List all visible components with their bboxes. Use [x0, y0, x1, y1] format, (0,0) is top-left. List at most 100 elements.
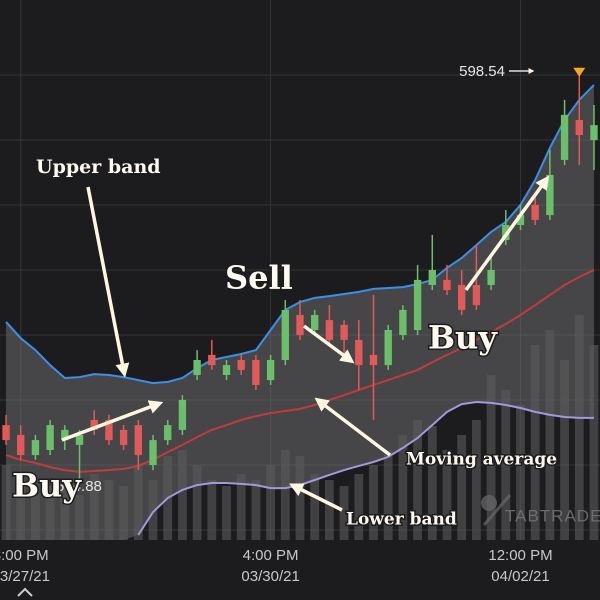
- candle-body: [134, 425, 142, 456]
- candle-body: [340, 324, 348, 340]
- volume-bar: [427, 426, 437, 540]
- candle-body: [2, 425, 10, 441]
- annotation: Upper band: [36, 156, 161, 178]
- candle-body: [119, 429, 128, 445]
- volume-bar: [45, 486, 55, 540]
- volume-bar: [75, 495, 84, 540]
- annotation: Lower band: [346, 510, 457, 530]
- band-line: [137, 400, 594, 536]
- candle-body: [487, 270, 495, 285]
- low-label: 584.88: [56, 478, 102, 495]
- volume-bar: [383, 450, 393, 540]
- volume-bar: [148, 480, 158, 540]
- candle-body: [369, 354, 378, 366]
- logo: [481, 495, 497, 511]
- annotation: Buy: [428, 319, 498, 357]
- x-tick-label: 04/02/21: [491, 568, 549, 585]
- volume-bar: [178, 450, 187, 540]
- candle-body: [281, 309, 289, 360]
- volume-bar: [589, 345, 599, 540]
- volume-bar: [31, 495, 40, 540]
- arrow: [464, 175, 550, 292]
- volume-bar: [119, 486, 129, 540]
- candle-body: [31, 440, 40, 456]
- volume-bar: [104, 480, 114, 540]
- high-marker: [573, 67, 586, 77]
- candle-body: [428, 270, 436, 285]
- volume-bar: [133, 465, 143, 540]
- candle-body: [516, 215, 525, 225]
- candle-body: [90, 420, 98, 430]
- arrow: [86, 186, 130, 378]
- annotation: Sell: [225, 259, 293, 297]
- candle-body: [413, 279, 422, 330]
- candle-body: [325, 320, 334, 340]
- candle-body: [237, 360, 245, 370]
- arrow: [61, 400, 164, 442]
- volume-bar: [89, 474, 99, 540]
- candle-body: [296, 315, 304, 336]
- volume-bar: [1, 465, 11, 540]
- volume-bar: [236, 474, 246, 540]
- candle-body: [46, 425, 54, 450]
- volume-bar: [560, 360, 569, 540]
- volume-bar: [251, 480, 261, 540]
- grid: [0, 74, 600, 531]
- candle-body: [355, 339, 363, 366]
- candle-body: [458, 285, 466, 310]
- volume-bar: [471, 420, 481, 540]
- volume-bar: [324, 480, 334, 540]
- candle-body: [266, 360, 275, 381]
- high-label: 598.54: [459, 63, 505, 80]
- x-tick-label: 4:00 PM: [243, 547, 299, 564]
- volume-bar: [501, 390, 511, 540]
- volume-bar: [310, 474, 320, 540]
- volume-bar: [545, 330, 555, 540]
- volume-bar: [457, 435, 467, 540]
- volume-bar: [413, 420, 422, 540]
- volume-bar: [574, 315, 584, 540]
- volume-bar: [295, 456, 305, 540]
- candle-body: [531, 204, 539, 220]
- x-tick-label: 03/30/21: [241, 568, 299, 585]
- candle-body: [222, 365, 231, 375]
- candle-body: [472, 285, 481, 306]
- x-tick-label: 03/27/21: [0, 568, 50, 585]
- volume-bar: [398, 435, 408, 540]
- volume-bar: [280, 450, 290, 540]
- candle-body: [384, 330, 392, 366]
- volume-bar: [339, 486, 349, 540]
- candle-body: [164, 425, 172, 441]
- volume-bar: [192, 465, 202, 540]
- volume-bar: [16, 480, 26, 540]
- candle-body: [105, 420, 113, 441]
- band-line: [5, 269, 595, 473]
- candle-body: [178, 399, 187, 430]
- arrow: [302, 324, 355, 364]
- candle-body: [208, 354, 216, 366]
- logo: [482, 494, 512, 526]
- annotation: Moving average: [406, 450, 557, 470]
- x-tick-label: 12:00 PM: [488, 547, 552, 564]
- volume-bar: [222, 486, 231, 540]
- volume-bar: [207, 480, 217, 540]
- volume-bar: [486, 375, 496, 540]
- annotations: 598.54 584.88 Upper band Sell Buy Buy Mo…: [11, 63, 600, 597]
- candle-body: [560, 114, 569, 160]
- volume-bar: [516, 405, 525, 540]
- candle-body: [149, 440, 157, 465]
- watermark: TABTRADER: [505, 506, 600, 525]
- candle-body: [311, 315, 319, 330]
- volume-bar: [369, 465, 378, 540]
- volume-bar: [442, 450, 452, 540]
- volume-bar: [354, 474, 364, 540]
- candle-body: [590, 125, 598, 141]
- volume-bar: [530, 345, 540, 540]
- chevron[interactable]: [17, 587, 33, 597]
- arrow: [288, 483, 343, 512]
- candle-body: [61, 429, 69, 441]
- x-tick-label: 8:00 PM: [0, 547, 49, 564]
- arrow: [314, 397, 392, 457]
- candle-body: [193, 360, 201, 375]
